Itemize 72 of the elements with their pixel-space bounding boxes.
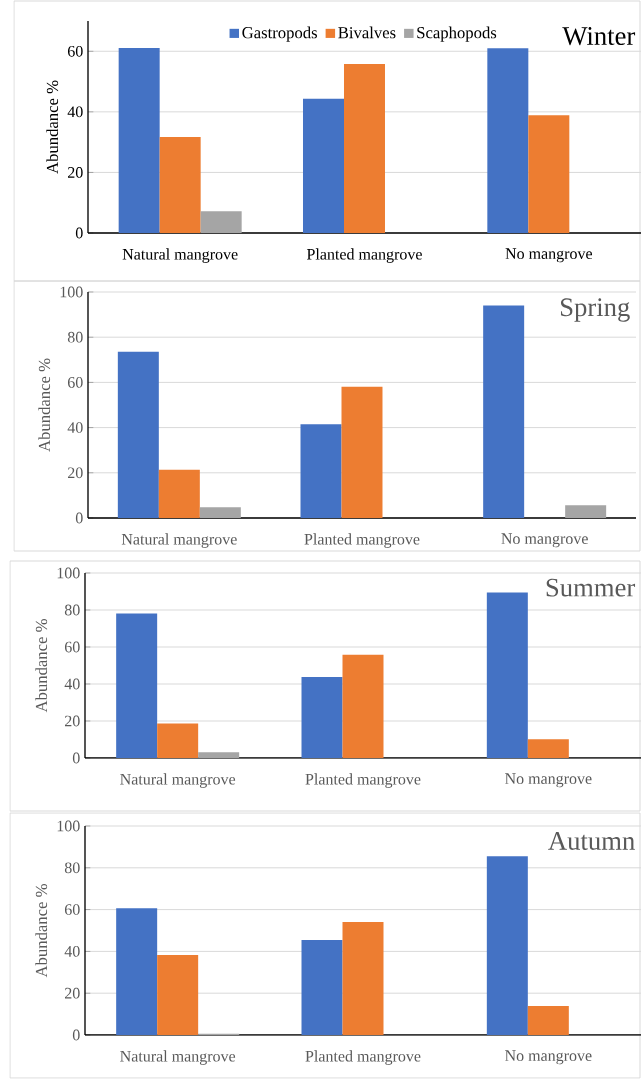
y-tick-label: 60: [67, 45, 83, 57]
bar: [301, 676, 343, 758]
y-tick-label: 20: [68, 467, 83, 479]
y-tick-label: 60: [64, 641, 80, 653]
y-tick-label: 80: [67, 331, 83, 343]
x-tick-label: No mangrove: [501, 533, 588, 548]
y-tick-label: 20: [68, 167, 83, 178]
y-tick-label: 60: [67, 377, 83, 388]
bar: [200, 211, 242, 233]
bar: [157, 723, 199, 758]
y-tick-label: 0: [72, 752, 80, 764]
bar: [486, 856, 528, 1035]
bar: [565, 505, 607, 518]
y-tick-label: 100: [57, 567, 80, 579]
y-axis-title: Abundance %: [46, 80, 59, 174]
x-tick-label: Natural mangrove: [122, 248, 238, 263]
y-tick-label: 80: [64, 604, 80, 616]
bar: [487, 48, 529, 233]
bar: [342, 921, 384, 1035]
bar: [527, 739, 569, 758]
bar: [301, 939, 343, 1035]
chart-title: Winter: [562, 27, 636, 46]
y-tick-label: 60: [64, 904, 80, 915]
y-tick-label: 0: [72, 1029, 80, 1041]
y-tick-label: 0: [75, 512, 83, 524]
y-tick-label: 40: [64, 945, 80, 957]
bar: [199, 507, 241, 518]
y-tick-label: 20: [65, 715, 80, 727]
bar: [116, 613, 158, 758]
bar: [303, 98, 344, 233]
bar: [198, 752, 240, 758]
y-axis-title: Abundance %: [38, 358, 51, 452]
y-axis-title: Abundance %: [35, 619, 48, 713]
y-tick-label: 40: [64, 678, 80, 690]
y-tick-label: 80: [64, 862, 80, 874]
x-tick-label: No mangrove: [505, 1050, 592, 1065]
y-tick-label: 40: [67, 106, 83, 118]
x-tick-label: No mangrove: [505, 773, 592, 788]
bar: [159, 136, 201, 233]
bar: [300, 424, 342, 518]
y-tick-label: 100: [57, 820, 80, 832]
x-tick-label: Natural mangrove: [120, 1050, 236, 1065]
x-tick-label: Natural mangrove: [121, 533, 237, 548]
bar: [341, 386, 383, 518]
bar: [344, 64, 385, 233]
x-tick-label: Planted mangrove: [305, 773, 421, 788]
bar: [116, 908, 158, 1035]
chart-title: Autumn: [548, 832, 635, 850]
y-tick-label: 40: [67, 422, 83, 433]
y-tick-label: 20: [65, 987, 80, 999]
y-tick-label: 0: [75, 227, 83, 239]
bar: [118, 47, 160, 233]
legend-label: Gastropods: [242, 26, 317, 42]
bar: [158, 469, 200, 518]
legend-label: Scaphopods: [417, 26, 497, 42]
bar: [117, 351, 159, 518]
chart-title: Spring: [560, 298, 630, 322]
x-tick-label: Planted mangrove: [305, 1050, 421, 1065]
y-tick-label: 100: [60, 286, 83, 298]
bar: [483, 305, 525, 518]
y-axis-title: Abundance %: [35, 884, 48, 978]
bar: [342, 654, 384, 758]
x-tick-label: Natural mangrove: [120, 773, 236, 788]
x-tick-label: No mangrove: [505, 248, 593, 263]
legend-label: Bivalves: [338, 26, 396, 39]
chart-title: Summer: [546, 578, 636, 597]
bar: [486, 592, 528, 758]
x-tick-label: Planted mangrove: [306, 248, 422, 263]
bar: [527, 1005, 569, 1035]
bar: [528, 115, 570, 233]
x-tick-label: Planted mangrove: [304, 533, 420, 548]
bar: [157, 954, 199, 1035]
